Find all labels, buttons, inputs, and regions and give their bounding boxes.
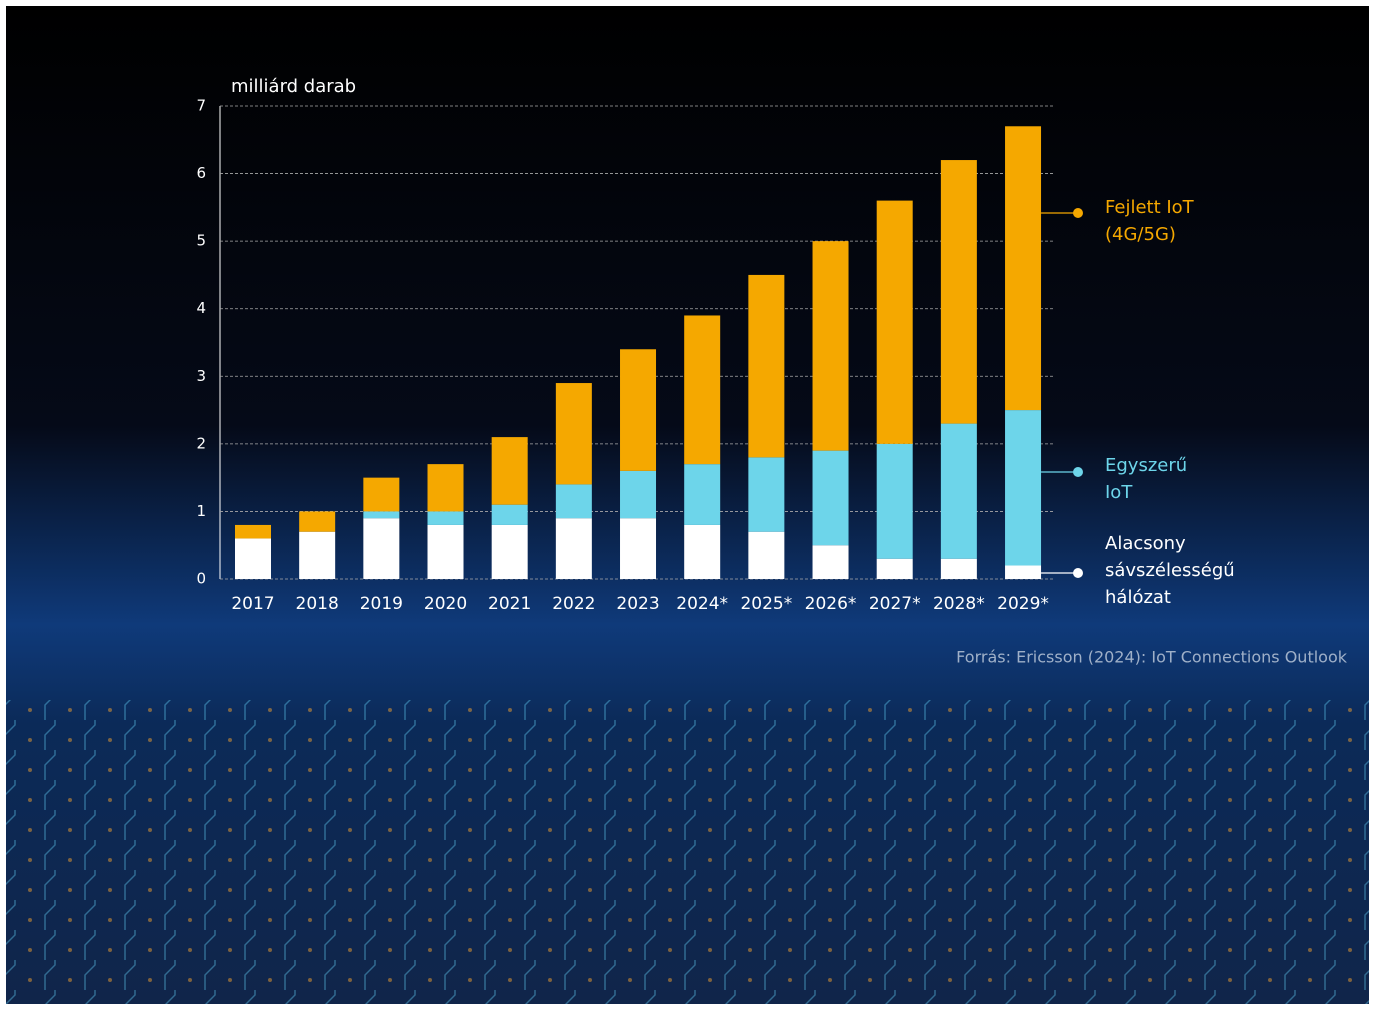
bar-segment xyxy=(491,524,528,579)
y-tick-label: 5 xyxy=(196,232,206,250)
bar-segment xyxy=(876,200,913,444)
y-tick-label: 7 xyxy=(196,97,206,115)
bar-segment xyxy=(363,511,400,519)
y-tick-label: 3 xyxy=(196,367,206,385)
x-tick-label: 2023 xyxy=(616,594,659,614)
x-tick-label: 2020 xyxy=(424,594,467,614)
legend-label: Egyszerű IoT xyxy=(1105,455,1188,503)
bar-segment xyxy=(812,450,849,546)
x-tick-label: 2018 xyxy=(296,594,339,614)
x-tick-label: 2024* xyxy=(676,594,728,614)
bar-segment xyxy=(748,457,785,532)
y-tick-label: 1 xyxy=(196,502,206,520)
bar-segment xyxy=(555,383,592,485)
bar-segment xyxy=(940,160,977,424)
bar-segment xyxy=(491,504,528,525)
x-tick-label: 2026* xyxy=(805,594,857,614)
y-axis-label: milliárd darab xyxy=(231,76,356,97)
bar-segment xyxy=(620,470,657,519)
bar-segment xyxy=(748,274,785,458)
y-tick-label: 2 xyxy=(196,434,206,452)
y-tick-label: 0 xyxy=(196,570,206,588)
x-tick-label: 2029* xyxy=(997,594,1049,614)
bar-segment xyxy=(555,484,592,519)
bar-segment xyxy=(684,315,721,465)
bar-segment xyxy=(235,524,271,539)
bar-segment xyxy=(555,518,592,579)
bar-segment xyxy=(1005,126,1042,411)
x-tick-label: 2028* xyxy=(933,594,985,614)
bar-segment xyxy=(940,558,977,579)
bar-segment xyxy=(876,443,913,559)
y-tick-label: 6 xyxy=(196,164,206,182)
bar-segment xyxy=(299,511,336,532)
bar-segment xyxy=(427,511,464,525)
x-tick-label: 2021 xyxy=(488,594,531,614)
city-pattern xyxy=(6,700,1369,1004)
bar-segment xyxy=(748,531,785,579)
bar-segment xyxy=(363,518,400,579)
bar-segment xyxy=(363,477,400,512)
legend-dot xyxy=(1073,208,1083,218)
bar-segment xyxy=(620,518,657,579)
bar-segment xyxy=(812,545,849,579)
bar-segment xyxy=(1005,410,1042,566)
bar-segment xyxy=(940,423,977,559)
bar-segment xyxy=(299,531,336,579)
legend-label: Fejlett IoT (4G/5G) xyxy=(1105,197,1194,245)
x-tick-label: 2022 xyxy=(552,594,595,614)
y-tick-label: 4 xyxy=(196,299,206,317)
bar-segment xyxy=(620,349,657,471)
x-tick-label: 2017 xyxy=(231,594,274,614)
bar-segment xyxy=(427,524,464,579)
legend-dot xyxy=(1073,568,1083,578)
x-tick-label: 2027* xyxy=(869,594,921,614)
bar-segment xyxy=(876,558,913,579)
legend-label: Alacsony sávszélességű hálózat xyxy=(1105,533,1235,608)
x-tick-label: 2019 xyxy=(360,594,403,614)
bar-segment xyxy=(427,464,464,512)
legend-dot xyxy=(1073,467,1083,477)
bar-segment xyxy=(812,241,849,451)
bar-segment xyxy=(684,464,721,525)
source: Forrás: Ericsson (2024): IoT Connections… xyxy=(956,648,1348,667)
bar-segment xyxy=(491,437,528,505)
bar-segment xyxy=(1005,565,1042,579)
bar-segment xyxy=(684,524,721,579)
bar-segment xyxy=(235,538,271,579)
x-tick-label: 2025* xyxy=(740,594,792,614)
